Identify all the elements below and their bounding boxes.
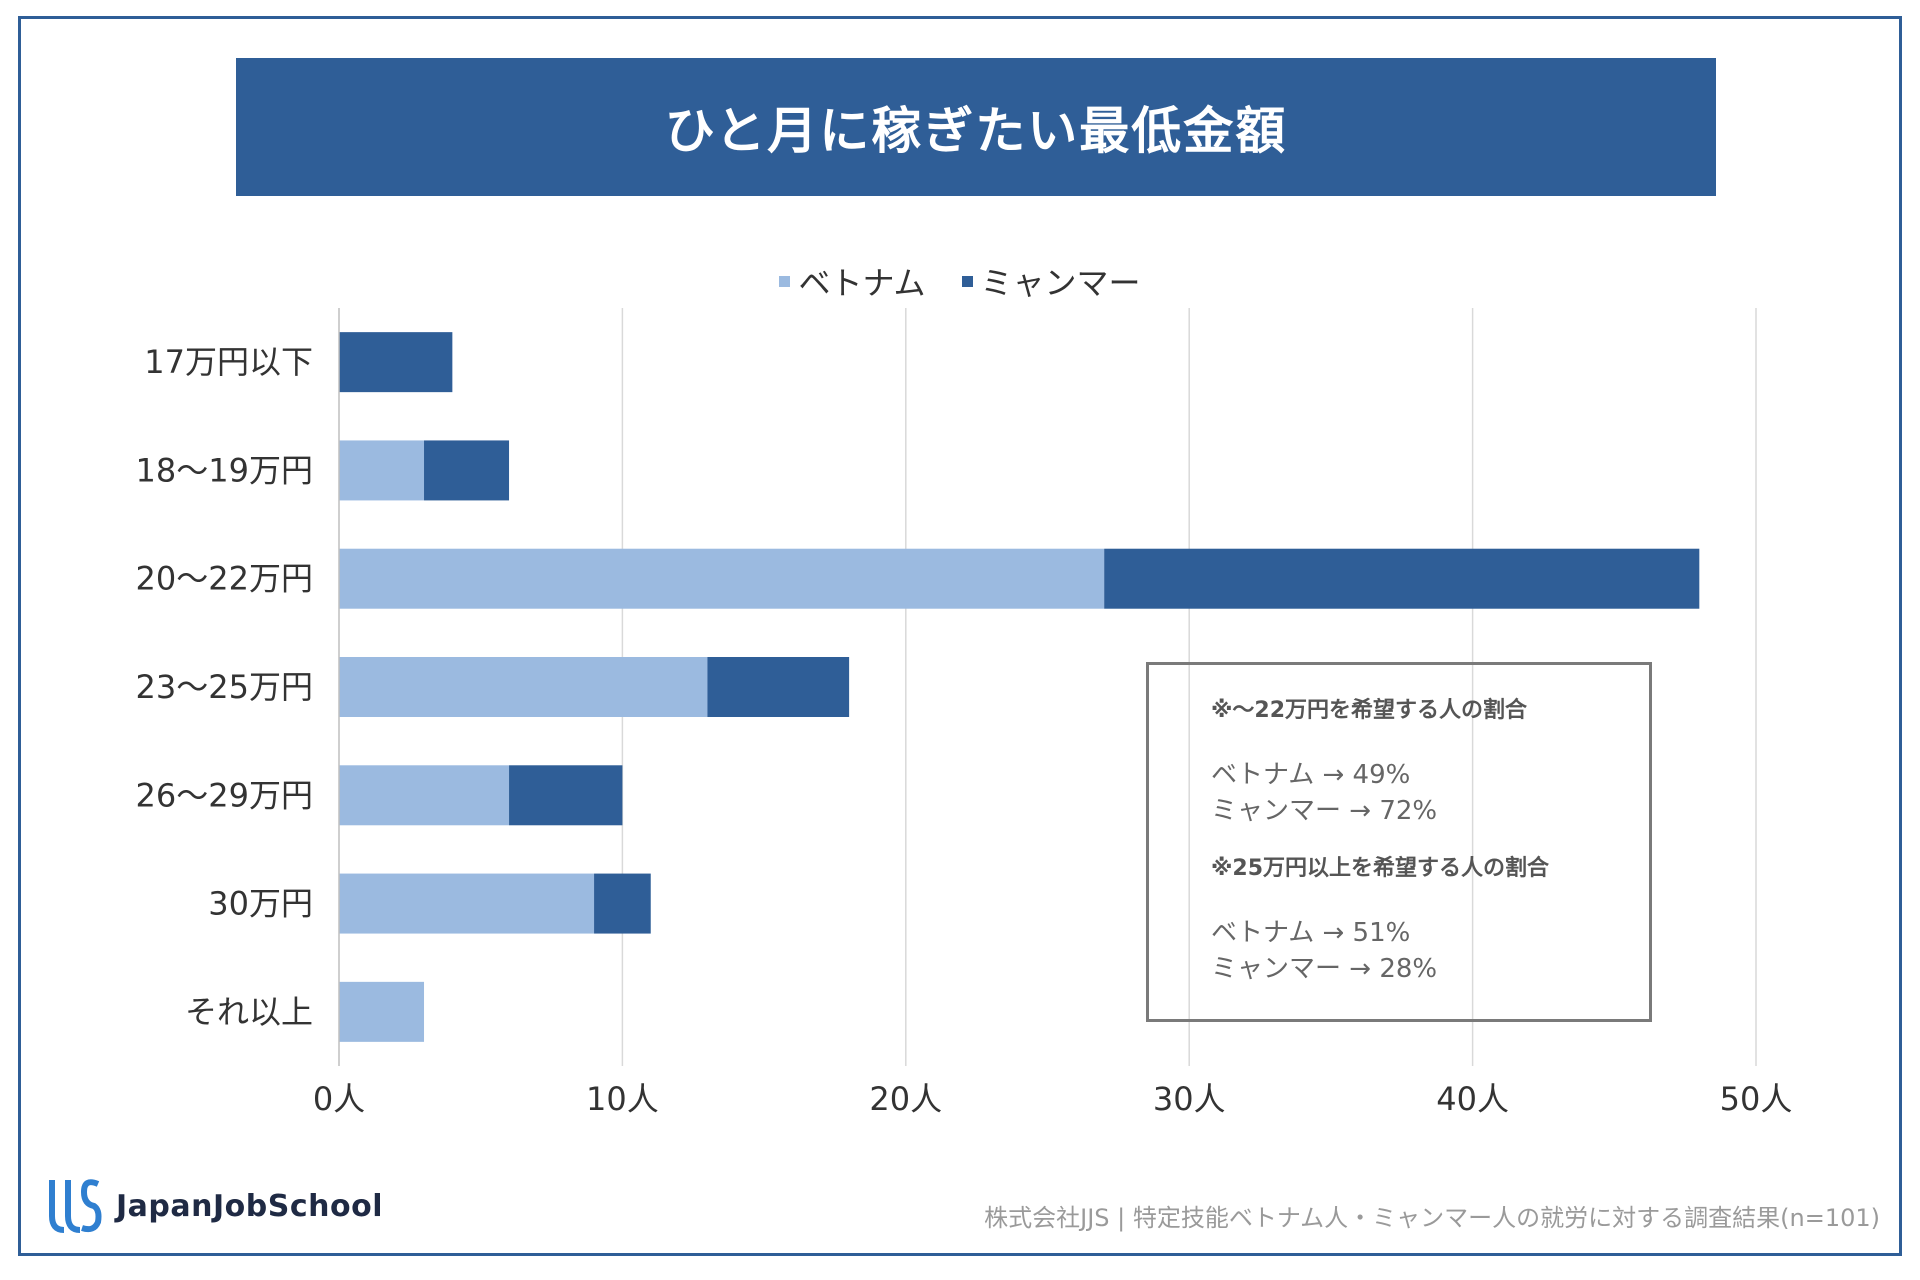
chart-title: ひと月に稼ぎたい最低金額 [664,102,1288,160]
legend-item-myanmar: ミャンマー [961,258,1141,304]
legend-label-vietnam: ベトナム [798,264,926,302]
frame-border [18,16,1902,1256]
x-tick-label-50: 50人 [1720,1080,1793,1118]
jjs-logo-icon [49,1179,102,1233]
company-logo: JapanJobSchool [48,1176,383,1236]
bar-vietnam-1 [339,440,425,501]
y-tick-label-2: 20〜22万円 [136,560,313,598]
bar-vietnam-4 [339,765,510,826]
y-tick-label-1: 18〜19万円 [136,451,313,489]
chart-legend: ベトナム ミャンマー [0,258,1920,304]
note-heading-under-22: ※〜22万円を希望する人の割合 [1211,698,1528,723]
logo-text: JapanJobSchool [116,1188,383,1224]
note-vietnam-over-25: ベトナム → 51% [1211,918,1411,948]
note-vietnam-under-22: ベトナム → 49% [1211,760,1411,790]
bar-myanmar-1 [424,440,510,501]
x-tick-label-20: 20人 [869,1080,942,1118]
bar-vietnam-6 [339,981,425,1042]
x-tick-label-0: 0人 [313,1080,365,1118]
legend-swatch-vietnam [779,275,791,287]
bar-myanmar-3 [707,657,850,717]
bar-myanmar-4 [509,765,623,826]
legend-label-myanmar: ミャンマー [980,264,1141,302]
bar-vietnam-3 [339,657,708,717]
bar-myanmar-5 [594,873,651,934]
note-heading-over-25: ※25万円以上を希望する人の割合 [1211,856,1550,881]
bar-vietnam-5 [339,873,595,934]
bar-myanmar-0 [339,332,453,393]
bar-vietnam-2 [339,548,1105,609]
y-tick-label-4: 26〜29万円 [136,776,313,814]
x-tick-label-30: 30人 [1153,1080,1226,1118]
source-caption: 株式会社JJS | 特定技能ベトナム人・ミャンマー人の就労に対する調査結果(n=… [984,1204,1880,1232]
note-myanmar-over-25: ミャンマー → 28% [1211,954,1438,984]
bar-myanmar-2 [1104,548,1700,609]
title-banner: ひと月に稼ぎたい最低金額 [236,58,1716,196]
note-myanmar-under-22: ミャンマー → 72% [1211,796,1438,826]
legend-swatch-myanmar [961,275,973,287]
y-tick-label-6: それ以上 [185,993,313,1031]
y-tick-label-0: 17万円以下 [144,343,313,381]
note-box: ※〜22万円を希望する人の割合 ベトナム → 49% ミャンマー → 72% ※… [1146,662,1652,1022]
y-tick-label-3: 23〜25万円 [136,668,313,706]
legend-item-vietnam: ベトナム [779,258,926,304]
y-tick-label-5: 30万円 [208,885,313,923]
x-tick-label-40: 40人 [1436,1080,1509,1118]
x-tick-label-10: 10人 [586,1080,659,1118]
